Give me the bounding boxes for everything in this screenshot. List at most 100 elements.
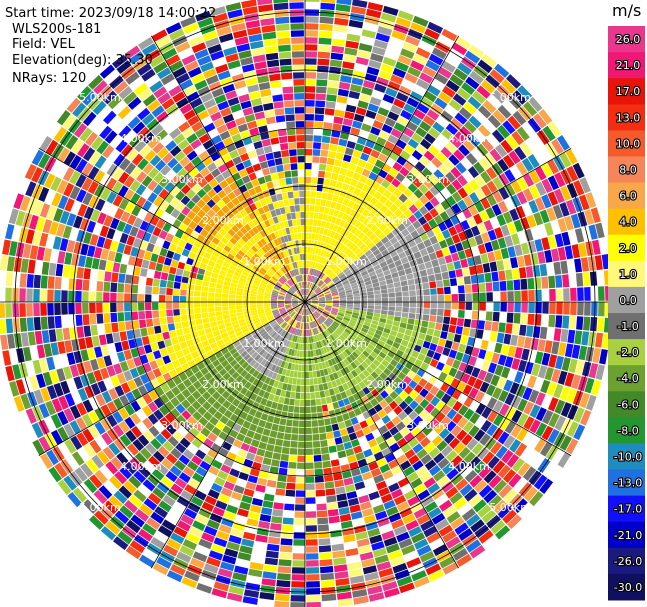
gate-cell xyxy=(510,395,522,409)
gate-cell xyxy=(445,207,456,218)
gate-cell xyxy=(372,120,384,130)
gate-cell xyxy=(392,162,403,172)
gate-cell xyxy=(501,449,514,464)
gate-cell xyxy=(130,166,142,179)
gate-cell xyxy=(325,375,331,383)
gate-cell xyxy=(171,359,181,369)
gate-cell xyxy=(395,172,406,183)
gate-cell xyxy=(311,233,316,240)
gate-cell xyxy=(154,421,165,433)
gate-cell xyxy=(315,270,319,277)
gate-cell xyxy=(303,308,305,316)
gate-cell xyxy=(415,144,427,155)
gate-cell xyxy=(347,250,354,258)
gate-cell xyxy=(435,203,445,214)
gate-cell xyxy=(286,419,293,427)
gate-cell xyxy=(455,36,471,50)
gate-cell xyxy=(38,186,50,202)
gate-cell xyxy=(33,200,44,216)
gate-cell xyxy=(416,544,432,557)
gate-cell xyxy=(344,348,352,356)
gate-cell xyxy=(206,209,216,218)
gate-cell xyxy=(355,165,364,175)
gate-cell xyxy=(468,494,483,508)
gate-cell xyxy=(458,404,469,416)
gate-cell xyxy=(220,464,232,474)
gate-cell xyxy=(403,103,416,114)
gate-cell xyxy=(139,145,152,158)
gate-cell xyxy=(391,178,401,188)
gate-cell xyxy=(410,245,419,254)
gate-cell xyxy=(377,26,393,36)
gate-cell xyxy=(234,565,249,575)
gate-cell xyxy=(285,489,296,497)
gate-cell xyxy=(189,271,197,279)
gate-cell xyxy=(219,415,229,425)
gate-cell xyxy=(230,260,239,268)
gate-cell xyxy=(323,368,329,376)
gate-cell xyxy=(190,496,204,507)
gate-cell xyxy=(462,327,470,336)
gate-cell xyxy=(222,314,230,320)
gate-cell xyxy=(273,312,280,316)
gate-cell xyxy=(354,273,362,280)
gate-cell xyxy=(335,259,342,266)
gate-cell xyxy=(201,257,210,265)
gate-cell xyxy=(264,293,271,297)
gate-cell xyxy=(44,189,56,205)
gate-cell xyxy=(319,552,332,560)
gate-cell xyxy=(453,334,462,343)
gate-cell xyxy=(319,355,325,362)
gate-cell xyxy=(335,102,347,111)
gate-cell xyxy=(141,43,158,56)
gate-cell xyxy=(153,409,164,421)
gate-cell xyxy=(165,103,179,116)
gate-cell xyxy=(162,240,171,250)
gate-cell xyxy=(305,288,307,296)
gate-cell xyxy=(186,302,194,309)
gate-cell xyxy=(297,462,305,469)
gate-cell xyxy=(204,173,215,183)
gate-cell xyxy=(349,504,361,513)
gate-cell xyxy=(242,531,256,541)
gate-cell xyxy=(242,302,250,306)
gate-cell xyxy=(365,203,374,212)
gate-cell xyxy=(306,574,320,581)
gate-cell xyxy=(359,243,367,251)
gate-cell xyxy=(266,336,273,343)
gate-cell xyxy=(57,195,69,210)
gate-cell xyxy=(541,178,553,193)
gate-cell xyxy=(277,229,284,237)
gate-cell xyxy=(344,315,351,320)
gate-cell xyxy=(478,311,486,321)
gate-cell xyxy=(289,287,296,293)
gate-cell xyxy=(284,503,295,511)
gate-cell xyxy=(52,236,62,250)
gate-cell xyxy=(337,326,344,333)
gate-cell xyxy=(340,253,347,261)
gate-cell xyxy=(126,148,139,162)
gate-cell xyxy=(379,318,387,324)
gate-cell xyxy=(222,113,235,124)
gate-cell xyxy=(534,166,547,181)
gate-cell xyxy=(232,351,240,359)
gate-cell xyxy=(317,517,329,525)
gate-cell xyxy=(305,300,312,302)
gate-cell xyxy=(399,390,409,400)
gate-cell xyxy=(89,474,103,489)
gate-cell xyxy=(498,417,511,431)
gate-cell xyxy=(313,240,318,248)
gate-cell xyxy=(506,312,514,323)
gate-cell xyxy=(183,22,199,34)
gate-cell xyxy=(357,279,365,285)
gate-cell xyxy=(155,237,165,247)
gate-cell xyxy=(468,115,482,129)
gate-cell xyxy=(191,350,200,359)
gate-cell xyxy=(336,234,343,242)
gate-cell xyxy=(353,423,362,432)
gate-cell xyxy=(333,340,340,347)
gate-cell xyxy=(142,94,157,107)
gate-cell xyxy=(75,174,87,188)
gate-cell xyxy=(191,455,203,466)
gate-cell xyxy=(487,114,501,129)
